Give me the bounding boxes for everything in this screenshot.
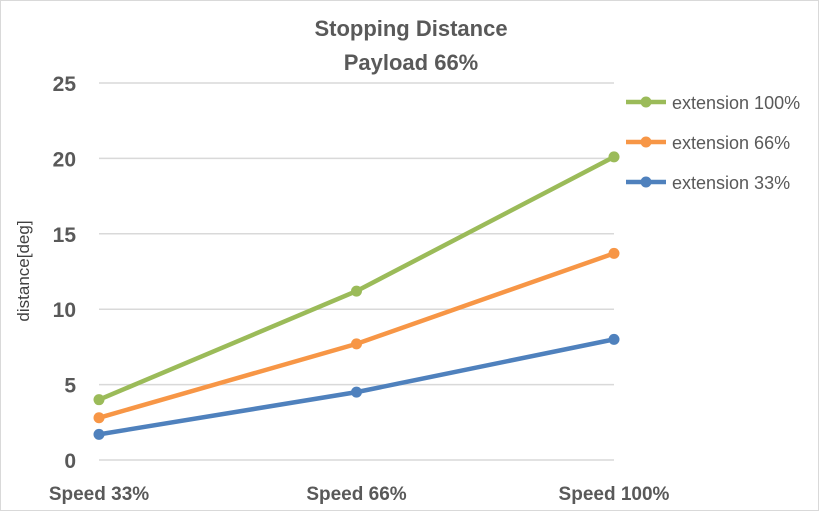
- y-tick-label: 25: [53, 73, 77, 96]
- legend-marker: [640, 96, 652, 108]
- data-point: [351, 386, 362, 398]
- chart-subtitle: Payload 66%: [344, 50, 479, 75]
- x-tick-label: Speed 100%: [559, 484, 670, 505]
- chart-title: Stopping Distance: [314, 16, 507, 41]
- y-tick-label: 15: [53, 224, 77, 247]
- data-point: [93, 394, 105, 406]
- x-tick-label: Speed 33%: [49, 484, 149, 505]
- data-point: [608, 247, 620, 259]
- data-point: [93, 412, 105, 424]
- legend-marker: [640, 136, 652, 148]
- y-tick-label: 5: [64, 375, 76, 398]
- y-tick-label: 0: [64, 450, 76, 473]
- data-point: [93, 428, 105, 440]
- legend-label: extension 100%: [672, 93, 800, 113]
- data-point: [351, 285, 362, 297]
- y-tick-label: 20: [53, 148, 76, 171]
- y-axis-label: distance[deg]: [14, 220, 33, 321]
- x-tick-label: Speed 66%: [306, 484, 406, 505]
- legend-marker: [640, 176, 652, 188]
- legend-label: extension 66%: [672, 133, 790, 153]
- y-tick-label: 10: [53, 299, 76, 322]
- data-point: [351, 338, 362, 350]
- data-point: [608, 151, 620, 163]
- data-point: [608, 333, 620, 345]
- legend-label: extension 33%: [672, 173, 790, 193]
